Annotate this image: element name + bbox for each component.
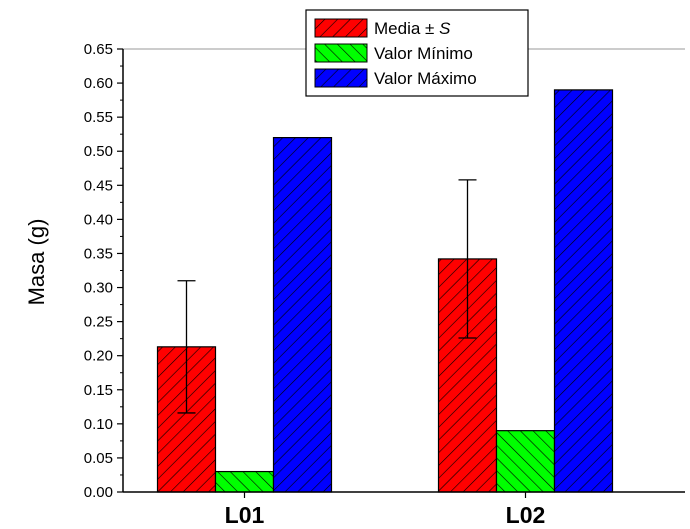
y-tick-label: 0.15 <box>84 382 113 399</box>
axes: 0.00 0.05 0.10 0.15 0.20 0.25 0.30 0.35 0.40 0.45… <box>84 41 685 528</box>
bar <box>495 430 556 493</box>
y-tick-label: 0.50 <box>84 143 113 160</box>
bar <box>214 470 275 493</box>
x-tick-label: L01 <box>225 502 265 528</box>
y-tick-label: 0.10 <box>84 416 113 433</box>
bar <box>553 89 614 493</box>
legend: Media ± S Valor Mínimo Valor Máximo <box>305 9 529 97</box>
y-axis-title: Masa (g) <box>24 219 49 306</box>
legend-swatch <box>314 18 368 38</box>
y-tick-label: 0.60 <box>84 75 113 92</box>
legend-label: Media ± S <box>374 19 451 38</box>
y-tick-label: 0.30 <box>84 280 113 297</box>
y-tick-label: 0.65 <box>84 41 113 58</box>
y-tick-label: 0.45 <box>84 177 113 194</box>
y-tick-label: 0.20 <box>84 348 113 365</box>
x-tick-label: L02 <box>506 502 546 528</box>
legend-swatch <box>314 43 368 63</box>
legend-label: Valor Mínimo <box>374 44 473 63</box>
y-tick-label: 0.55 <box>84 109 113 126</box>
bars <box>156 89 614 493</box>
legend-label: Valor Máximo <box>374 69 477 88</box>
y-tick-label: 0.05 <box>84 450 113 467</box>
y-tick-label: 0.25 <box>84 314 113 331</box>
legend-swatch <box>314 68 368 88</box>
y-tick-label: 0.35 <box>84 245 113 262</box>
y-tick-label: 0.00 <box>84 484 113 501</box>
y-tick-label: 0.40 <box>84 211 113 228</box>
bar <box>272 137 333 493</box>
